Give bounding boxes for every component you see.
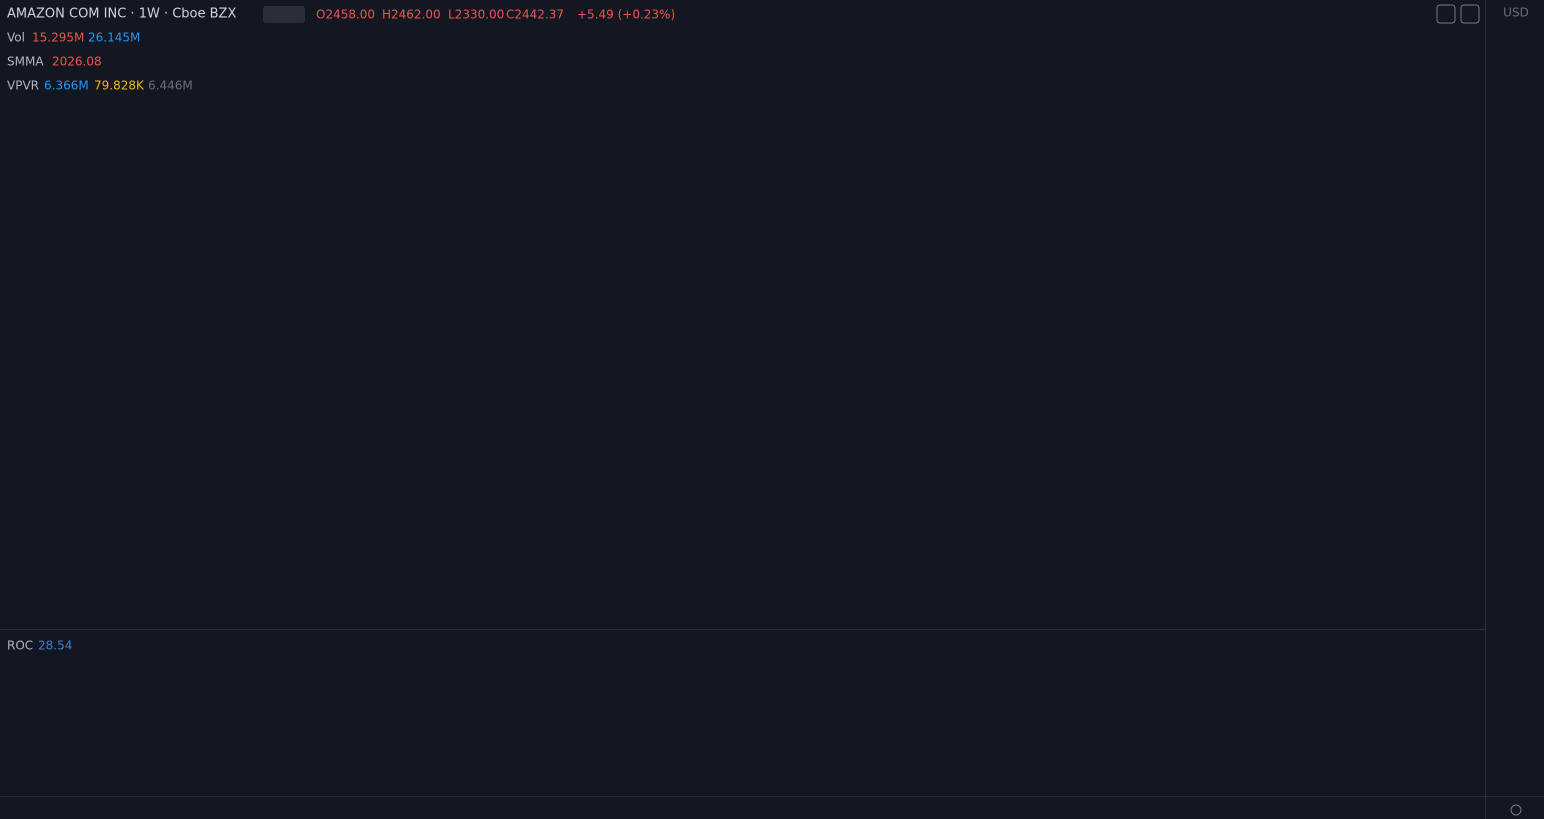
header-close: C2442.37 (506, 8, 564, 22)
fullscreen-button[interactable] (1460, 4, 1480, 24)
header-high: H2462.00 (382, 8, 441, 22)
legend-value: 6.366M (44, 79, 89, 93)
legend-label: ROC (7, 639, 33, 653)
header-low: L2330.00 (448, 8, 504, 22)
currency: USD (1503, 6, 1529, 20)
scroll-button[interactable] (1436, 4, 1456, 24)
header-open: O2458.00 (316, 8, 375, 22)
symbol-title: AMAZON COM INC · 1W · Cboe BZX (7, 7, 236, 22)
legend-value: 2026.08 (52, 55, 102, 69)
legend-value: 15.295M (32, 31, 84, 45)
legend-value: 79.828K (94, 79, 145, 93)
legend: AMAZON COM INC · 1W · Cboe BZX O2458.00 … (7, 4, 1529, 816)
legend-value: 6.446M (148, 79, 193, 93)
legend-label: VPVR (7, 79, 39, 93)
legend-label: Vol (7, 31, 25, 45)
compare-button[interactable] (263, 6, 305, 23)
legend-label: SMMA (7, 55, 44, 69)
legend-value: 28.54 (38, 639, 72, 653)
legend-value: 26.145M (88, 31, 140, 45)
header-change: +5.49 (+0.23%) (577, 8, 675, 22)
settings-icon[interactable] (1510, 804, 1522, 816)
